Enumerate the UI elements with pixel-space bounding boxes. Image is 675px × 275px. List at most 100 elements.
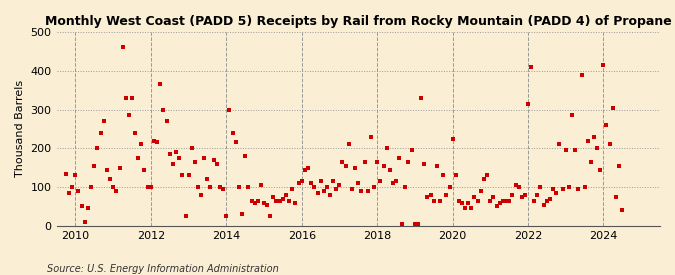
Point <box>306 181 317 185</box>
Point <box>425 193 436 197</box>
Point <box>296 179 307 183</box>
Point <box>479 177 489 182</box>
Point <box>441 193 452 197</box>
Point <box>202 177 213 182</box>
Point <box>302 166 313 170</box>
Point <box>152 140 163 145</box>
Point <box>582 138 593 143</box>
Point <box>67 185 78 189</box>
Point <box>173 156 184 160</box>
Point <box>325 193 335 197</box>
Point <box>504 199 514 203</box>
Point <box>101 167 112 172</box>
Point <box>548 187 559 191</box>
Point <box>516 195 527 199</box>
Point <box>308 185 319 189</box>
Point <box>601 123 612 127</box>
Point <box>80 220 90 224</box>
Point <box>199 156 210 160</box>
Point <box>608 105 618 110</box>
Point <box>190 160 200 164</box>
Point <box>161 119 172 123</box>
Point <box>265 214 276 218</box>
Point <box>246 199 257 203</box>
Point <box>155 82 165 87</box>
Point <box>444 185 455 189</box>
Point <box>158 107 169 112</box>
Point <box>567 113 578 117</box>
Point <box>142 185 153 189</box>
Point <box>262 202 273 207</box>
Point <box>256 183 267 187</box>
Point <box>510 183 521 187</box>
Point <box>387 181 398 185</box>
Point <box>234 185 244 189</box>
Point <box>227 131 238 135</box>
Point <box>469 195 480 199</box>
Point <box>105 177 115 182</box>
Point <box>211 162 222 166</box>
Point <box>362 189 373 193</box>
Point <box>356 189 367 193</box>
Point <box>475 189 486 193</box>
Point <box>391 179 402 183</box>
Point <box>221 214 232 218</box>
Point <box>614 164 624 168</box>
Point <box>177 173 188 178</box>
Point <box>353 181 364 185</box>
Point <box>114 166 125 170</box>
Point <box>456 200 467 205</box>
Point <box>564 185 574 189</box>
Point <box>111 189 122 193</box>
Point <box>558 187 568 191</box>
Point <box>560 148 571 152</box>
Point <box>406 148 417 152</box>
Point <box>243 185 254 189</box>
Point <box>419 162 430 166</box>
Point <box>570 148 580 152</box>
Point <box>532 193 543 197</box>
Point <box>293 181 304 185</box>
Point <box>139 167 150 172</box>
Point <box>120 96 131 100</box>
Point <box>117 45 128 50</box>
Point <box>535 185 546 189</box>
Point <box>280 193 291 197</box>
Point <box>551 191 562 195</box>
Point <box>463 200 474 205</box>
Point <box>205 185 216 189</box>
Point <box>384 167 395 172</box>
Point <box>127 96 138 100</box>
Point <box>196 193 207 197</box>
Point <box>610 195 621 199</box>
Point <box>554 142 565 147</box>
Point <box>108 185 119 189</box>
Point <box>589 134 599 139</box>
Point <box>331 187 342 191</box>
Point <box>378 164 389 168</box>
Point <box>429 199 439 203</box>
Point <box>218 187 229 191</box>
Point <box>437 173 448 178</box>
Point <box>249 200 260 205</box>
Point <box>63 191 74 195</box>
Point <box>591 146 602 150</box>
Point <box>230 140 241 145</box>
Point <box>403 160 414 164</box>
Point <box>460 206 470 211</box>
Point <box>447 136 458 141</box>
Point <box>422 195 433 199</box>
Point <box>318 189 329 193</box>
Point <box>145 185 156 189</box>
Point <box>365 134 376 139</box>
Point <box>73 189 84 193</box>
Point <box>240 154 250 158</box>
Point <box>579 185 590 189</box>
Point <box>513 185 524 189</box>
Point <box>416 96 427 100</box>
Point <box>277 197 288 201</box>
Point <box>252 199 263 203</box>
Point <box>346 187 357 191</box>
Point <box>70 173 81 178</box>
Point <box>99 119 109 123</box>
